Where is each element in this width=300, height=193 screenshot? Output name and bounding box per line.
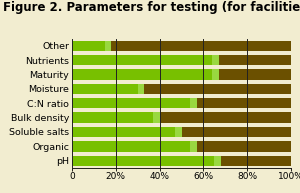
- Bar: [212, 69, 219, 80]
- Bar: [190, 98, 197, 108]
- Bar: [72, 127, 182, 137]
- Bar: [72, 113, 291, 123]
- Bar: [72, 69, 219, 80]
- Bar: [153, 113, 160, 123]
- Bar: [212, 55, 219, 65]
- Text: Figure 2. Parameters for testing (for facilities that test): Figure 2. Parameters for testing (for fa…: [3, 1, 300, 14]
- Bar: [190, 141, 197, 152]
- Bar: [72, 55, 291, 65]
- Bar: [72, 98, 291, 108]
- Bar: [72, 98, 197, 108]
- Bar: [138, 84, 144, 94]
- Bar: [72, 113, 160, 123]
- Bar: [105, 41, 111, 51]
- Bar: [72, 156, 291, 166]
- Bar: [72, 84, 144, 94]
- Bar: [72, 41, 291, 51]
- Bar: [72, 55, 219, 65]
- Bar: [175, 127, 181, 137]
- Bar: [72, 141, 291, 152]
- Bar: [72, 41, 111, 51]
- Bar: [72, 156, 221, 166]
- Bar: [72, 127, 291, 137]
- Bar: [72, 84, 291, 94]
- Bar: [72, 141, 197, 152]
- Bar: [214, 156, 221, 166]
- Bar: [72, 69, 291, 80]
